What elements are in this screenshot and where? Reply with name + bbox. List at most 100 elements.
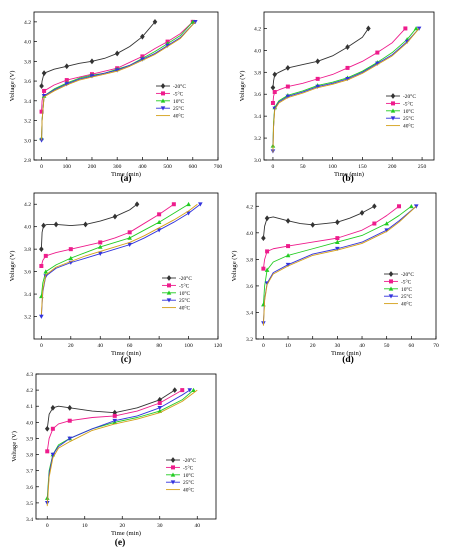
data-point — [335, 236, 340, 241]
y-axis-label: Voltage (V) — [239, 71, 246, 102]
legend-label: 10°C — [401, 286, 413, 293]
x-tick-label: 70 — [433, 343, 439, 349]
data-point — [39, 264, 44, 268]
x-tick-label: 0 — [272, 164, 275, 170]
y-tick-label: 3.0 — [254, 158, 261, 164]
y-tick-label: 4.2 — [246, 204, 253, 210]
x-axis-label: Time (min) — [111, 350, 141, 357]
series-1 — [39, 18, 158, 89]
data-point — [285, 84, 290, 89]
data-point — [114, 68, 120, 73]
data-point — [152, 18, 158, 25]
legend-label: 10°C — [183, 472, 195, 479]
x-tick-label: 200 — [388, 164, 397, 170]
legend-marker — [170, 480, 176, 485]
y-tick-label: 3.8 — [26, 453, 33, 459]
data-point — [375, 61, 380, 66]
y-tick-label: 4.0 — [26, 420, 33, 426]
series-line — [272, 28, 369, 88]
data-point — [156, 228, 162, 233]
x-tick-label: 40 — [359, 343, 365, 349]
data-point — [68, 255, 74, 260]
y-axis-label: Voltage (V) — [11, 431, 18, 462]
y-tick-label: 3.4 — [254, 114, 261, 120]
series-1 — [39, 201, 140, 253]
data-point — [157, 212, 162, 217]
y-tick-label: 3.5 — [26, 501, 33, 507]
x-tick-label: 80 — [156, 343, 162, 349]
legend-marker — [171, 465, 175, 470]
x-tick-label: 400 — [138, 164, 147, 170]
data-point — [285, 217, 291, 224]
x-axis-label: Time (min) — [111, 171, 141, 178]
series-line — [40, 203, 175, 267]
chart-panel-3: 0 20 40 60 80 100 120 3.2 3.4 3.6 3.8 4.0 4.2 Time (m… — [9, 192, 222, 365]
legend-label: 25°C — [403, 115, 415, 122]
data-point — [156, 219, 162, 225]
legend-label: -5°C — [403, 100, 414, 107]
legend-marker — [161, 91, 165, 96]
y-tick-label: 4.1 — [26, 404, 33, 410]
series-line — [272, 28, 406, 104]
plot-frame — [263, 11, 435, 161]
data-point — [171, 202, 176, 207]
data-point — [127, 230, 132, 235]
x-tick-label: 50 — [300, 164, 306, 170]
x-axis-label: Time (min) — [111, 530, 141, 537]
data-point — [172, 387, 178, 394]
x-tick-label: 50 — [384, 343, 390, 349]
data-point — [315, 76, 320, 81]
x-tick-label: 10 — [82, 523, 88, 529]
x-tick-label: 100 — [63, 164, 72, 170]
data-point — [261, 302, 266, 307]
data-point — [345, 44, 350, 50]
x-tick-label: 300 — [113, 164, 122, 170]
data-point — [97, 251, 103, 256]
legend: -20°C-5°C10°C25°C40°C — [162, 275, 192, 312]
series-1 — [270, 25, 371, 91]
x-tick-label: 20 — [119, 523, 125, 529]
data-point — [359, 210, 365, 216]
panel-label: (e) — [115, 537, 126, 548]
panel-label: (a) — [120, 173, 131, 184]
plot-frame — [33, 11, 219, 161]
legend-marker — [170, 472, 176, 477]
data-point — [112, 418, 118, 424]
legend-label: 40°C — [183, 487, 195, 494]
data-point — [264, 267, 270, 272]
legend-marker — [388, 286, 394, 291]
data-point — [270, 100, 275, 105]
data-point — [286, 244, 291, 249]
data-point — [315, 58, 320, 65]
series-line — [46, 389, 183, 452]
x-tick-label: 40 — [194, 523, 200, 529]
series-line — [41, 21, 194, 112]
panel-label: (b) — [342, 173, 354, 184]
legend-label: 25°C — [183, 479, 195, 486]
data-point — [42, 88, 47, 93]
data-point — [140, 33, 145, 40]
data-point — [285, 94, 291, 99]
data-point — [403, 26, 408, 31]
series-4 — [39, 20, 198, 143]
data-point — [89, 74, 95, 79]
y-tick-label: 4.2 — [24, 20, 31, 26]
y-tick-label: 3.2 — [24, 119, 31, 125]
data-point — [44, 425, 50, 432]
legend-label: -20°C — [403, 93, 416, 100]
y-tick-label: 3.4 — [246, 310, 253, 316]
legend-label: 40°C — [403, 123, 415, 130]
series-line — [262, 205, 375, 239]
y-tick-label: 3.4 — [24, 99, 31, 105]
legend-marker — [388, 271, 394, 277]
legend-marker — [388, 294, 394, 299]
data-point — [112, 213, 118, 220]
data-point — [335, 246, 340, 252]
legend-label: 40°C — [401, 301, 413, 308]
x-tick-label: 20 — [68, 343, 74, 349]
x-tick-label: 150 — [358, 164, 367, 170]
data-point — [41, 70, 47, 77]
data-point — [345, 65, 350, 70]
legend-marker — [160, 106, 166, 111]
plot-frame — [35, 373, 217, 520]
